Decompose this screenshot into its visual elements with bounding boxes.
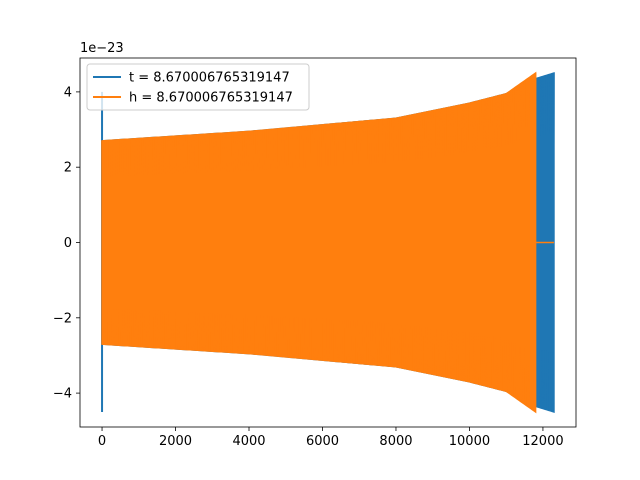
series-layer (101, 71, 555, 414)
y-tick-label: 4 (64, 85, 72, 100)
x-tick-label: 0 (98, 434, 106, 449)
x-tick-label: 12000 (522, 434, 563, 449)
x-tick-label: 4000 (232, 434, 265, 449)
x-tick-label: 6000 (306, 434, 339, 449)
series-h (101, 71, 554, 414)
legend-label: t = 8.670006765319147 (129, 71, 290, 86)
x-tick-label: 10000 (449, 434, 490, 449)
x-tick-label: 2000 (159, 434, 192, 449)
x-tick-label: 8000 (379, 434, 412, 449)
y-tick-label: −2 (53, 311, 72, 326)
y-offset-label: 1e−23 (80, 41, 124, 56)
legend-box (86, 63, 310, 111)
plot-area (101, 71, 555, 414)
legend-label: h = 8.670006765319147 (129, 91, 293, 106)
y-axis: −4 −2 0 2 4 (53, 85, 80, 402)
legend: t = 8.670006765319147 h = 8.6700067653191… (86, 63, 310, 111)
x-axis: 0 2000 4000 6000 8000 10000 12000 (98, 427, 564, 449)
y-tick-label: 0 (64, 236, 72, 251)
series-line (101, 73, 537, 412)
y-tick-label: 2 (64, 161, 72, 176)
y-tick-label: −4 (53, 387, 72, 402)
